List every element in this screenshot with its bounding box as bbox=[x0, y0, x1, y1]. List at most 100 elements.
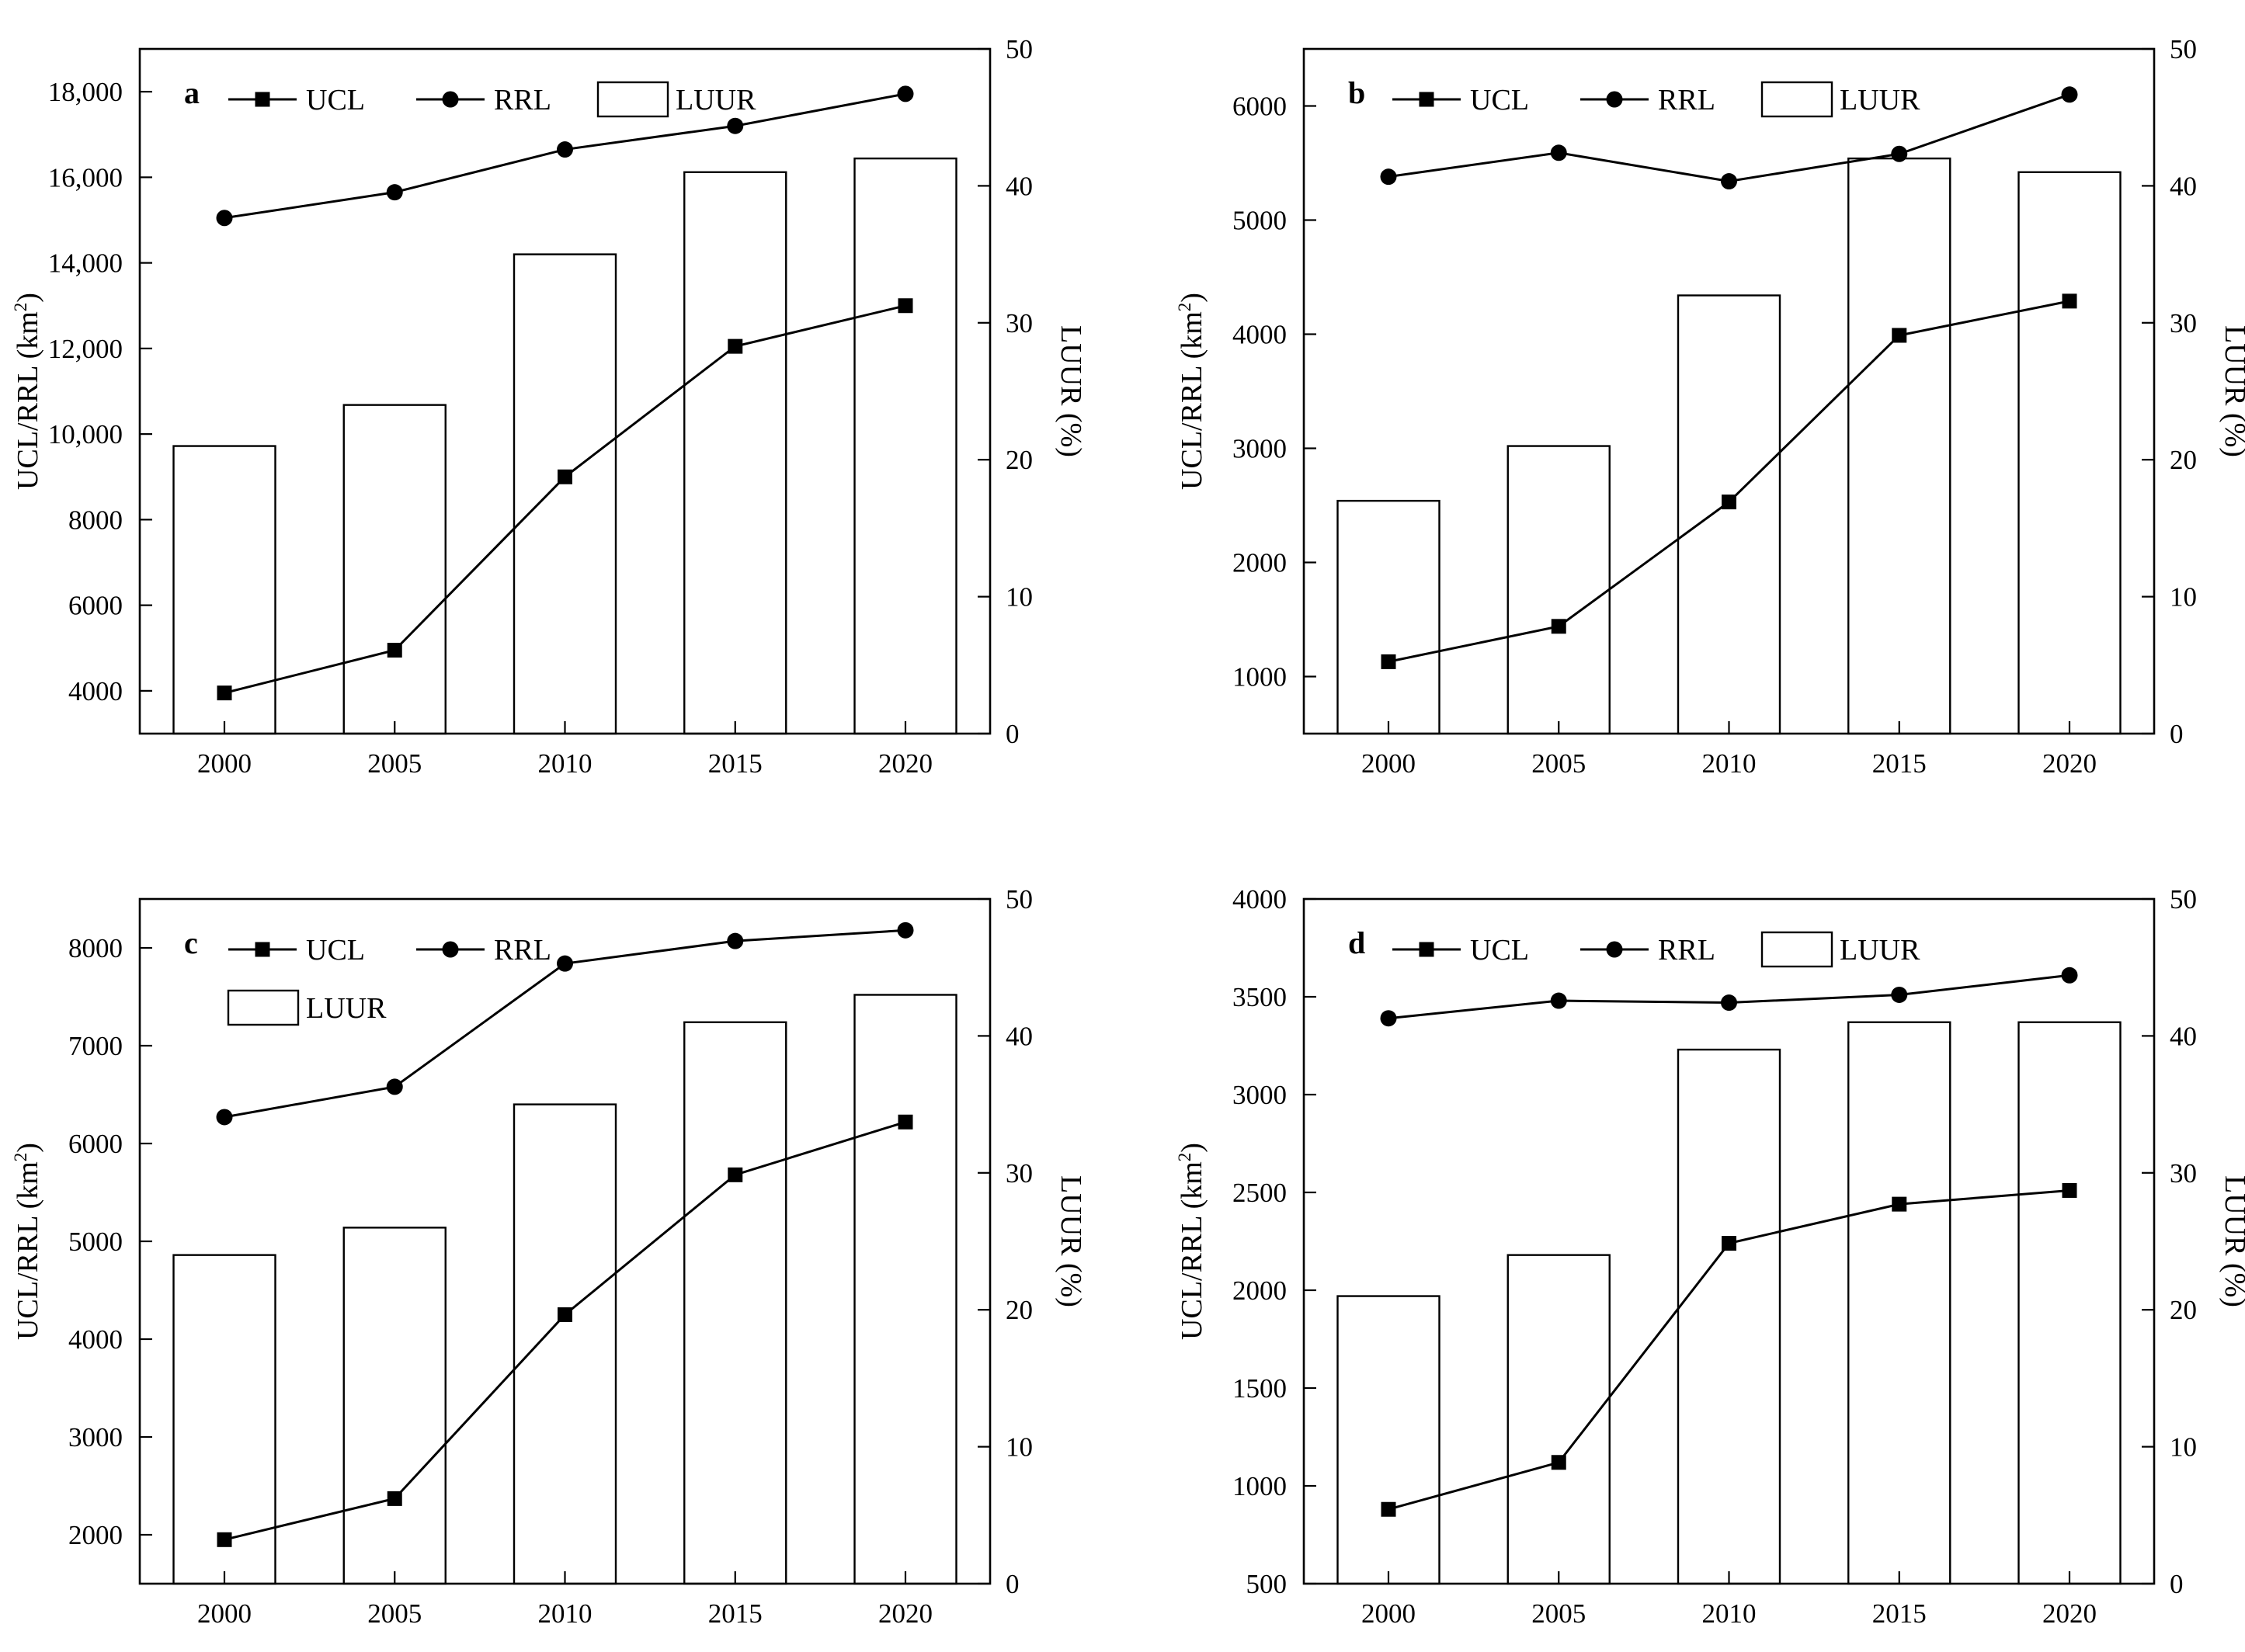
ucl-point-2010 bbox=[1722, 495, 1736, 510]
legend-rrl-label: RRL bbox=[1658, 934, 1715, 967]
panel-letter: b bbox=[1348, 75, 1365, 110]
luur-bar-2000 bbox=[172, 1254, 276, 1585]
luur-bar-2015 bbox=[683, 171, 787, 735]
right-axis-title: LUUR (%) bbox=[2219, 325, 2245, 457]
x-tick-label: 2010 bbox=[1702, 748, 1757, 779]
rrl-point-2010 bbox=[1721, 994, 1737, 1012]
left-axis-title-sup: 2 bbox=[1175, 303, 1194, 312]
legend: UCL RRL LUUR bbox=[1392, 931, 1920, 968]
left-axis-title-main: UCL/RRL (km bbox=[1176, 311, 1208, 490]
x-tick-label: 2000 bbox=[197, 748, 252, 779]
luur-bars bbox=[172, 994, 957, 1585]
legend-luur-box bbox=[596, 81, 669, 118]
legend-ucl-marker bbox=[255, 92, 270, 107]
panel-c: 2000 3000 4000 5000 6000 7000 8000 0 10 20 30 40 50 2… bbox=[11, 884, 1087, 1629]
right-tick-label: 10 bbox=[1006, 1432, 1033, 1463]
left-axis: 500 1000 1500 2000 2500 3000 3500 4000 bbox=[1232, 884, 1316, 1599]
legend-rrl-label: RRL bbox=[1658, 84, 1715, 116]
luur-bars bbox=[1336, 157, 2122, 735]
luur-bar-2020 bbox=[2017, 1021, 2122, 1585]
ucl-series bbox=[1381, 293, 2077, 669]
rrl-point-2005 bbox=[386, 184, 403, 201]
left-axis: 4000 6000 8000 10,000 12,000 14,000 16,000 18,0… bbox=[48, 77, 152, 706]
x-tick-label: 2015 bbox=[1872, 748, 1927, 779]
luur-bar-2020 bbox=[2017, 171, 2122, 735]
legend-luur-box bbox=[1760, 81, 1833, 118]
rrl-point-2000 bbox=[1380, 1010, 1397, 1027]
panel-letter: a bbox=[184, 75, 200, 110]
left-tick-label: 2000 bbox=[1232, 1275, 1287, 1306]
left-axis-title-tail: ) bbox=[12, 1143, 44, 1153]
legend-ucl-label: UCL bbox=[1470, 934, 1529, 967]
rrl-point-2000 bbox=[216, 1109, 233, 1126]
ucl-series bbox=[1381, 1182, 2077, 1517]
left-tick-label: 5000 bbox=[68, 1227, 123, 1257]
right-tick-label: 50 bbox=[1006, 884, 1033, 914]
right-tick-label: 30 bbox=[2170, 1158, 2197, 1189]
ucl-point-2005 bbox=[1551, 619, 1566, 634]
left-axis-title-tail: ) bbox=[1176, 293, 1208, 303]
legend-ucl-marker bbox=[1419, 942, 1434, 957]
rrl-point-2000 bbox=[1380, 168, 1397, 186]
left-tick-label: 2000 bbox=[1232, 548, 1287, 578]
x-tick-label: 2005 bbox=[1531, 748, 1586, 779]
rrl-series bbox=[1380, 86, 2078, 190]
rrl-point-2010 bbox=[557, 955, 573, 972]
left-axis-title: UCL/RRL (km2) bbox=[1175, 1143, 1208, 1340]
luur-bar-2020 bbox=[853, 157, 957, 735]
legend: UCL RRL LUUR bbox=[1392, 81, 1920, 118]
right-axis: 0 10 20 30 40 50 bbox=[2142, 884, 2197, 1599]
luur-bar-2005 bbox=[342, 1227, 447, 1585]
right-axis: 0 10 20 30 40 50 bbox=[978, 884, 1033, 1599]
ucl-point-2010 bbox=[558, 469, 572, 484]
x-tick-label: 2010 bbox=[538, 1598, 593, 1629]
ucl-point-2015 bbox=[1892, 1196, 1907, 1212]
right-tick-label: 10 bbox=[2170, 1432, 2197, 1463]
rrl-point-2005 bbox=[1550, 992, 1567, 1009]
legend-rrl-label: RRL bbox=[494, 934, 551, 967]
rrl-point-2005 bbox=[1550, 144, 1567, 161]
legend-rrl-marker bbox=[442, 91, 459, 108]
ucl-point-2015 bbox=[728, 338, 743, 354]
x-tick-label: 2000 bbox=[1361, 1598, 1416, 1629]
left-tick-label: 500 bbox=[1246, 1569, 1288, 1599]
x-tick-label: 2020 bbox=[878, 748, 933, 779]
rrl-point-2015 bbox=[1891, 145, 1908, 162]
ucl-point-2005 bbox=[387, 1491, 402, 1506]
legend-luur-label: LUUR bbox=[676, 84, 756, 116]
panel-d: 500 1000 1500 2000 2500 3000 3500 4000 0 10 20 30 40… bbox=[1175, 884, 2245, 1629]
ucl-point-2010 bbox=[1722, 1236, 1736, 1251]
ucl-series bbox=[217, 1114, 913, 1547]
right-tick-label: 40 bbox=[1006, 1021, 1033, 1051]
luur-bar-2010 bbox=[1677, 1048, 1781, 1585]
right-tick-label: 30 bbox=[2170, 308, 2197, 338]
x-tick-label: 2015 bbox=[708, 1598, 763, 1629]
rrl-point-2000 bbox=[216, 210, 233, 227]
rrl-point-2005 bbox=[386, 1078, 403, 1095]
left-tick-label: 4000 bbox=[1232, 320, 1287, 350]
right-tick-label: 50 bbox=[1006, 34, 1033, 64]
ucl-point-2020 bbox=[898, 298, 913, 314]
legend-luur-box bbox=[227, 989, 300, 1026]
x-tick-label: 2020 bbox=[2042, 748, 2097, 779]
left-axis: 1000 2000 3000 4000 5000 6000 bbox=[1232, 92, 1316, 692]
ucl-point-2010 bbox=[558, 1307, 572, 1322]
left-tick-label: 3000 bbox=[68, 1422, 123, 1452]
left-axis-title-tail: ) bbox=[1176, 1143, 1208, 1153]
ucl-series bbox=[217, 298, 913, 701]
ucl-point-2020 bbox=[2062, 293, 2077, 309]
right-axis: 0 10 20 30 40 50 bbox=[2142, 34, 2197, 749]
rrl-point-2020 bbox=[897, 921, 914, 939]
legend-ucl-marker bbox=[1419, 92, 1434, 107]
panel-letter: c bbox=[184, 925, 198, 960]
ucl-point-2000 bbox=[1381, 1501, 1396, 1517]
rrl-point-2015 bbox=[1891, 986, 1908, 1003]
rrl-point-2015 bbox=[727, 117, 744, 134]
left-tick-label: 3500 bbox=[1232, 982, 1287, 1012]
ucl-point-2020 bbox=[2062, 1182, 2077, 1198]
luur-bars bbox=[172, 157, 957, 735]
right-axis-title: LUUR (%) bbox=[1055, 1175, 1087, 1307]
right-tick-label: 20 bbox=[1006, 1295, 1033, 1325]
